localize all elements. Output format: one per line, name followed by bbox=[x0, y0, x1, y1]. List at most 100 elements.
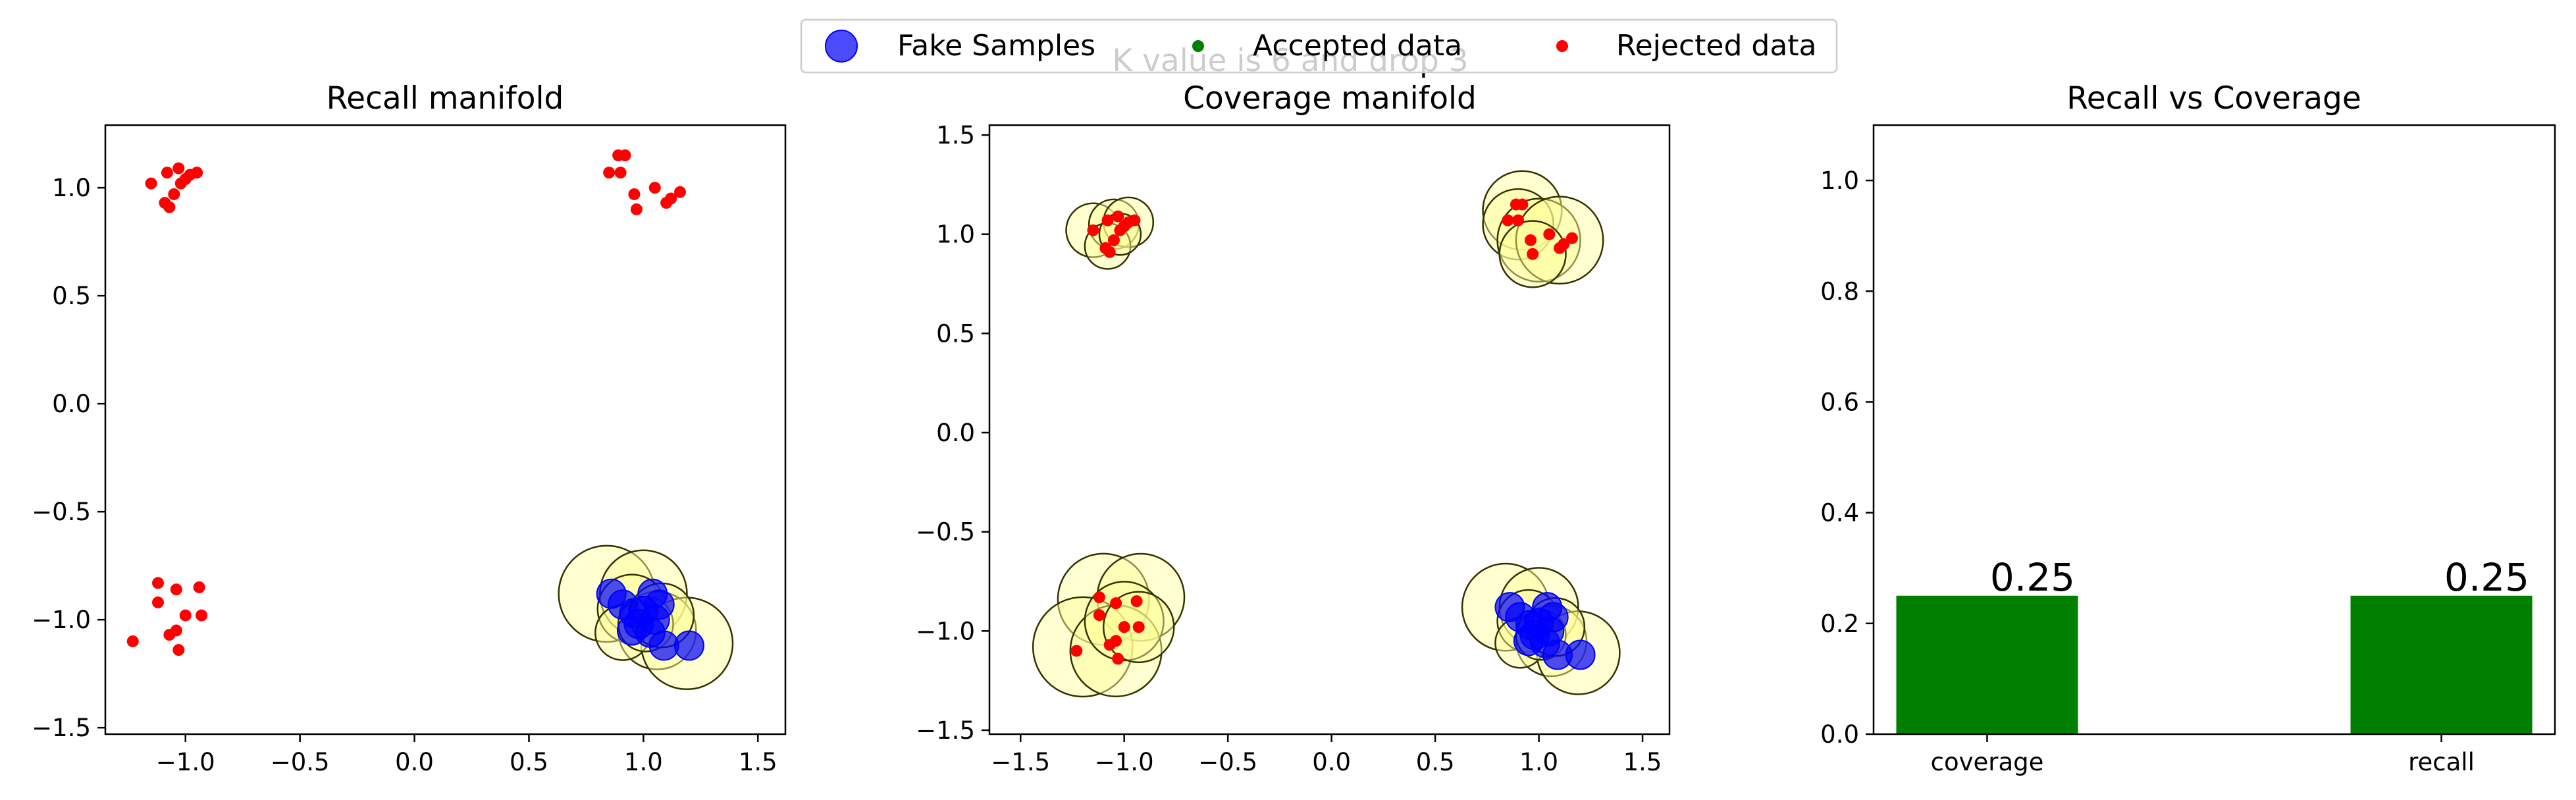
y-tick-label: 0.0 bbox=[52, 390, 91, 418]
legend-rejected-data-label: Rejected data bbox=[1616, 29, 1817, 63]
recall-vs-coverage-content: 0.25 coverage 0.25 recall 0.0 0.2 0.4 0.6 0.8 1.0 bbox=[1820, 167, 2533, 776]
rejected-data-point bbox=[1070, 645, 1083, 657]
rejected-data-point bbox=[151, 596, 164, 608]
manifold-circle bbox=[1482, 170, 1563, 251]
y-tick-label: 0.5 bbox=[52, 282, 91, 310]
rejected-data-point bbox=[1558, 238, 1570, 250]
y-tick-label: 0.0 bbox=[936, 419, 975, 447]
rejected-data-point bbox=[1118, 621, 1130, 633]
legend-fake-samples-label: Fake Samples bbox=[897, 29, 1095, 63]
x-tick-label: −0.5 bbox=[1198, 748, 1257, 776]
recall-vs-coverage-plot: Recall vs Coverage 0.25 coverage 0.25 recal… bbox=[1820, 80, 2556, 776]
bar-value-label: 0.25 bbox=[1990, 555, 2075, 600]
x-tick-label: 0.5 bbox=[510, 748, 548, 776]
rejected-data-point bbox=[603, 167, 616, 179]
rejected-data-point bbox=[168, 188, 180, 200]
rejected-data-point bbox=[1114, 224, 1126, 236]
legend-frame bbox=[800, 18, 1838, 74]
y-tick-label: 0.0 bbox=[1820, 720, 1859, 749]
rejected-data-point bbox=[196, 609, 208, 622]
rejected-data-point bbox=[1543, 228, 1556, 240]
y-tick-label: 1.5 bbox=[936, 121, 975, 149]
y-tick-label: 1.0 bbox=[52, 174, 91, 202]
x-tick-label: recall bbox=[2408, 748, 2475, 776]
y-tick-label: 0.6 bbox=[1820, 388, 1859, 416]
rejected-data-point bbox=[1093, 609, 1105, 622]
recall-manifold-title: Recall manifold bbox=[327, 80, 564, 117]
recall-vs-coverage-title: Recall vs Coverage bbox=[2066, 80, 2361, 117]
rejected-data-point bbox=[1128, 214, 1141, 227]
coverage-manifold-title: Coverage manifold bbox=[1183, 80, 1477, 117]
y-tick-label: −0.5 bbox=[916, 518, 975, 547]
rejected-data-point bbox=[1527, 248, 1539, 260]
rejected-data-point bbox=[1565, 232, 1578, 244]
fake-sample-point bbox=[1565, 639, 1596, 670]
fake-sample-point bbox=[623, 608, 654, 639]
x-tick-label: 0.0 bbox=[1312, 748, 1351, 776]
y-tick-label: 0.2 bbox=[1820, 610, 1859, 638]
rejected-data-point bbox=[163, 201, 176, 213]
rejected-data-point bbox=[193, 581, 205, 593]
recall-manifold-plot: Recall manifold −1.0 −0.5 0.0 0.5 1.0 1.5 −1.5… bbox=[32, 80, 787, 776]
y-tick-label: 0.8 bbox=[1820, 277, 1859, 306]
legend-rejected-data-marker bbox=[1556, 40, 1568, 52]
y-tick-label: −1.5 bbox=[916, 716, 975, 745]
rejected-data-point bbox=[172, 644, 185, 656]
legend: Fake Samples Accepted data Rejected data bbox=[800, 18, 1838, 74]
bar-coverage bbox=[1896, 595, 2078, 734]
y-tick-label: −1.5 bbox=[32, 714, 91, 742]
rejected-data-point bbox=[1112, 653, 1124, 665]
rejected-data-point bbox=[1101, 214, 1114, 227]
legend-accepted-data-marker bbox=[1192, 40, 1204, 52]
rejected-data-point bbox=[614, 167, 627, 179]
y-tick-label: 1.0 bbox=[936, 221, 975, 249]
rejected-data-point bbox=[1110, 597, 1122, 610]
recall-manifold-content: −1.0 −0.5 0.0 0.5 1.0 1.5 −1.5 −1.0 −0.5 0.0 0.5 1.… bbox=[32, 149, 777, 776]
coverage-manifold-axes-frame bbox=[988, 124, 1671, 735]
rejected-data-point bbox=[191, 167, 203, 179]
rejected-data-point bbox=[161, 167, 173, 179]
x-tick-label: 1.5 bbox=[1623, 748, 1662, 776]
rejected-data-point bbox=[1502, 214, 1514, 227]
x-tick-label: 1.0 bbox=[624, 748, 663, 776]
y-tick-label: 1.0 bbox=[1820, 167, 1859, 195]
rejected-data-point bbox=[1512, 214, 1525, 227]
rejected-data-point bbox=[665, 192, 677, 205]
rejected-data-point bbox=[172, 162, 185, 174]
rejected-data-point bbox=[151, 577, 164, 589]
rejected-data-point bbox=[628, 188, 641, 200]
rejected-data-point bbox=[1093, 591, 1105, 604]
rejected-data-point bbox=[674, 186, 687, 198]
rejected-data-point bbox=[163, 629, 176, 641]
rejected-data-point bbox=[1107, 234, 1120, 246]
manifold-circle bbox=[1032, 596, 1134, 698]
bar-recall bbox=[2350, 595, 2533, 734]
x-tick-label: −1.0 bbox=[156, 748, 215, 776]
rejected-data-point bbox=[1103, 639, 1116, 651]
y-tick-label: 0.4 bbox=[1820, 499, 1859, 527]
x-tick-label: −0.5 bbox=[271, 748, 330, 776]
x-tick-label: coverage bbox=[1931, 748, 2044, 776]
y-tick-label: 0.5 bbox=[936, 319, 975, 348]
rejected-data-point bbox=[174, 177, 187, 190]
legend-accepted-data-label: Accepted data bbox=[1253, 29, 1462, 63]
rejected-data-point bbox=[126, 635, 139, 647]
rejected-data-point bbox=[1112, 210, 1124, 223]
x-tick-label: −1.5 bbox=[991, 748, 1050, 776]
x-tick-label: −1.0 bbox=[1095, 748, 1154, 776]
plot-area bbox=[126, 149, 734, 691]
rejected-data-point bbox=[1516, 198, 1529, 211]
recall-manifold-axes-frame bbox=[104, 124, 787, 735]
rejected-data-point bbox=[648, 182, 661, 194]
rejected-data-point bbox=[630, 203, 643, 215]
rejected-data-point bbox=[1132, 621, 1145, 633]
rejected-data-point bbox=[1524, 234, 1537, 246]
coverage-manifold-plot: Coverage manifold −1.5 −1.0 −0.5 0.0 0.5 1.0 1… bbox=[916, 80, 1671, 776]
rejected-data-point bbox=[179, 609, 192, 622]
legend-fake-samples-marker bbox=[825, 30, 858, 63]
y-tick-label: −0.5 bbox=[32, 498, 91, 526]
y-tick-label: −1.0 bbox=[916, 617, 975, 645]
x-tick-label: 1.5 bbox=[739, 748, 777, 776]
